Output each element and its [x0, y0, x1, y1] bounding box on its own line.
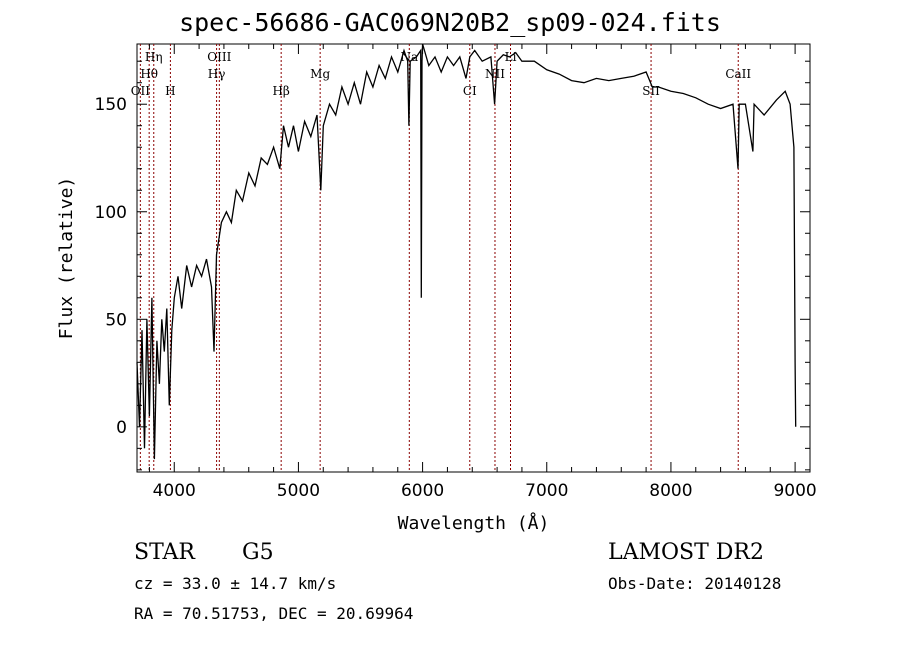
line-label: OIII: [207, 50, 231, 64]
line-label: Hθ: [140, 67, 158, 81]
spectrum-line: [136, 43, 797, 460]
line-label: CI: [463, 84, 477, 98]
line-label: Mg: [310, 67, 330, 81]
x-tick-label: 8000: [649, 481, 692, 501]
plot-frame: [136, 43, 811, 473]
object-class: STAR: [134, 540, 195, 565]
line-label: NII: [485, 67, 505, 81]
line-label: Hγ: [208, 67, 226, 81]
line-label: Hη: [145, 50, 163, 64]
y-tick-label: 150: [95, 95, 127, 115]
x-tick-label: 6000: [401, 481, 444, 501]
obs-date: Obs-Date: 20140128: [608, 574, 782, 593]
x-tick-label: 5000: [277, 481, 320, 501]
line-label: CaII: [725, 67, 751, 81]
y-tick-label: 100: [95, 203, 127, 223]
chart-title: spec-56686-GAC069N20B2_sp09-024.fits: [179, 8, 721, 37]
line-label: OII: [131, 84, 151, 98]
line-label: H: [165, 84, 175, 98]
coordinates-text: RA = 70.51753, DEC = 20.69964: [134, 604, 414, 623]
survey-label: LAMOST DR2: [608, 540, 764, 565]
y-axis-label: Flux (relative): [56, 177, 77, 340]
y-tick-label: 50: [105, 310, 127, 330]
object-subclass: G5: [242, 540, 274, 565]
line-label: Li: [505, 50, 517, 64]
x-tick-label: 4000: [153, 481, 196, 501]
x-tick-label: 9000: [773, 481, 816, 501]
line-label: Hβ: [272, 84, 289, 98]
line-label: SII: [642, 84, 660, 98]
redshift-text: cz = 33.0 ± 14.7 km/s: [134, 574, 337, 593]
x-axis-label: Wavelength (Å): [398, 512, 550, 534]
y-tick-label: 0: [116, 418, 127, 438]
x-tick-label: 7000: [525, 481, 568, 501]
